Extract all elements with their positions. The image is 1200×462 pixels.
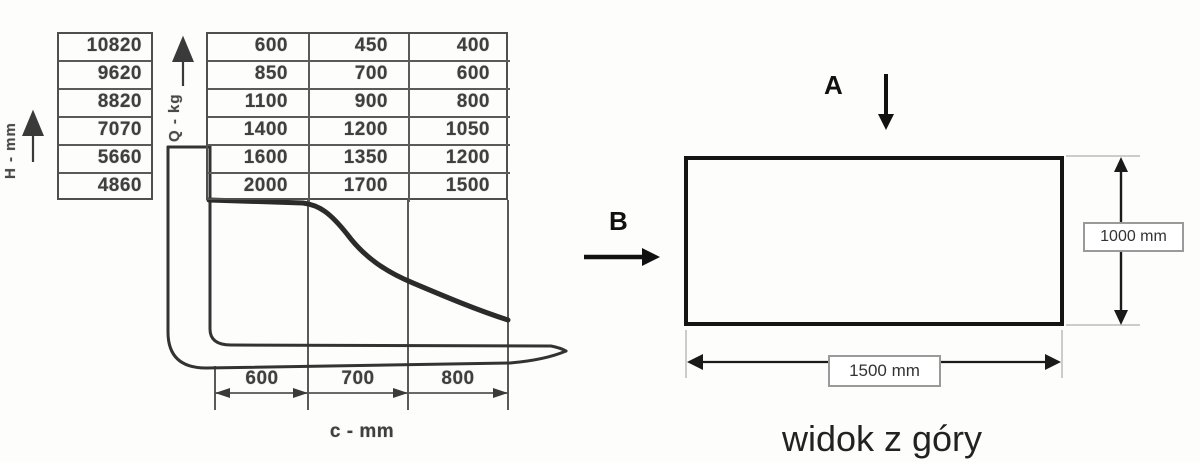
q-axis-label: Q - kg — [166, 93, 183, 143]
capacity-cell: 1350 — [310, 146, 410, 174]
width-dimension-box: 1500 mm — [828, 355, 941, 387]
c-axis-dimension-line — [215, 388, 508, 398]
view-b-label: B — [609, 206, 628, 236]
capacity-cell: 600 — [410, 62, 510, 90]
capacity-cell: 850 — [208, 62, 310, 90]
chart-gridlines — [214, 200, 509, 410]
capacity-cell: 2000 — [208, 174, 310, 202]
arrow-b-right-icon — [584, 248, 660, 266]
extension-lines — [685, 155, 1140, 378]
c-axis-segment-label: 800 — [441, 368, 475, 389]
h-scale-table: 10820 9620 8820 7070 5660 4860 — [57, 32, 153, 200]
capacity-cell: 1050 — [410, 118, 510, 146]
c-axis-label: c - mm — [329, 421, 395, 442]
capacity-cell: 600 — [208, 34, 310, 62]
capacity-cell: 700 — [310, 62, 410, 90]
c-axis-segment-label: 600 — [245, 368, 279, 389]
capacity-cell: 900 — [310, 90, 410, 118]
capacity-cell: 1200 — [310, 118, 410, 146]
load-top-view-rectangle — [684, 156, 1064, 326]
c-axis-segment-label: 700 — [341, 368, 375, 389]
h-scale-value: 4860 — [97, 175, 142, 196]
height-dimension-value: 1000 mm — [1100, 228, 1167, 245]
width-dimension-value: 1500 mm — [849, 361, 920, 380]
capacity-cell: 450 — [310, 34, 410, 62]
arrow-a-down-icon — [878, 74, 894, 130]
h-scale-value: 8820 — [59, 90, 151, 118]
capacity-cell: 1400 — [208, 118, 310, 146]
h-scale-value: 5660 — [59, 146, 151, 174]
h-axis-label: H - mm — [2, 122, 19, 180]
capacity-cell: 1700 — [310, 174, 410, 202]
capacity-cell: 800 — [410, 90, 510, 118]
height-dimension-box: 1000 mm — [1083, 222, 1184, 252]
view-caption: widok z góry — [781, 418, 983, 459]
capacity-curve — [206, 197, 511, 323]
capacity-cell: 1100 — [208, 90, 310, 118]
capacity-cell: 1500 — [445, 175, 490, 196]
capacity-table: 600 450 400 850 700 600 1100 900 800 140… — [206, 32, 510, 202]
h-scale-value: 7070 — [59, 118, 151, 146]
h-scale-value: 10820 — [59, 34, 151, 62]
capacity-cell: 1200 — [410, 146, 510, 174]
h-scale-value: 9620 — [59, 62, 151, 90]
capacity-cell: 400 — [410, 34, 510, 62]
fork-profile-icon — [166, 145, 568, 370]
view-a-label: A — [824, 70, 843, 100]
capacity-cell: 1600 — [208, 146, 310, 174]
